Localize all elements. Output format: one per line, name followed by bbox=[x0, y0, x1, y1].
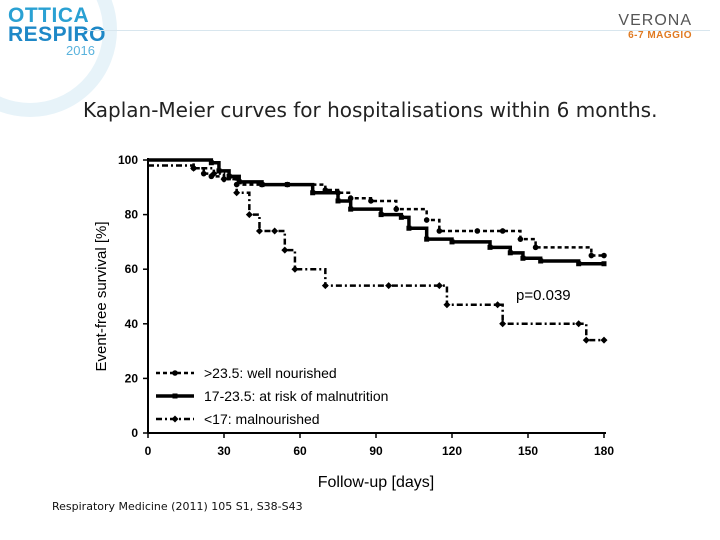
slide-title: Kaplan-Meier curves for hospitalisations… bbox=[83, 98, 658, 122]
series-1-point bbox=[368, 198, 374, 204]
series-1-point bbox=[393, 206, 400, 212]
series-3-point bbox=[220, 175, 228, 183]
series-2-point bbox=[487, 244, 493, 250]
series-3-point bbox=[190, 164, 198, 172]
brand-year: 2016 bbox=[66, 43, 95, 58]
y-tick-label: 60 bbox=[125, 262, 139, 276]
series-2-point bbox=[520, 255, 526, 261]
series-3-point bbox=[575, 320, 583, 328]
series-2-point bbox=[284, 182, 290, 188]
x-axis-label: Follow-up [days] bbox=[318, 474, 435, 491]
series-2-point bbox=[406, 225, 412, 231]
series-2-point bbox=[378, 212, 384, 218]
series-3-point bbox=[499, 320, 507, 328]
venue-city: VERONA bbox=[618, 12, 692, 29]
venue-dates: 6-7 MAGGIO bbox=[628, 30, 692, 41]
series-3-point bbox=[281, 246, 289, 254]
y-tick-label: 0 bbox=[131, 426, 138, 440]
legend-label-1: >23.5: well nourished bbox=[204, 365, 337, 381]
series-1-point bbox=[423, 217, 430, 223]
legend-marker-1 bbox=[172, 370, 178, 376]
series-3-point bbox=[600, 336, 608, 344]
series-2-point bbox=[236, 179, 242, 185]
series-1-point bbox=[474, 228, 481, 234]
series-3-point bbox=[494, 301, 502, 309]
series-3-point bbox=[321, 282, 329, 290]
series-3-point bbox=[582, 336, 590, 344]
p-value-annotation: p=0.039 bbox=[516, 287, 571, 304]
legend-marker-2 bbox=[172, 393, 178, 399]
series-2-point bbox=[216, 168, 222, 174]
legend-marker-3 bbox=[171, 415, 179, 423]
x-tick-label: 0 bbox=[145, 444, 152, 458]
series-3-point bbox=[385, 282, 393, 290]
series-2-point bbox=[601, 261, 607, 267]
series-3-point bbox=[443, 301, 451, 309]
series-2-point bbox=[424, 236, 430, 242]
series-1-point bbox=[499, 228, 506, 234]
brand-line1: OTTICA bbox=[8, 4, 90, 27]
series-3-point bbox=[210, 170, 218, 178]
series-2-point bbox=[507, 250, 513, 256]
series-2-point bbox=[398, 214, 404, 220]
series-3-point bbox=[271, 227, 279, 235]
y-tick-label: 40 bbox=[125, 317, 139, 331]
venue-info: VERONA 6-7 MAGGIO bbox=[618, 12, 692, 41]
series-1-point bbox=[200, 170, 207, 177]
brand-line2: RESPIRO bbox=[8, 23, 107, 46]
y-tick-label: 20 bbox=[125, 371, 139, 385]
series-2-point bbox=[208, 160, 214, 166]
series-2-point bbox=[576, 261, 582, 267]
series-3-point bbox=[255, 227, 263, 235]
header-divider bbox=[80, 30, 710, 31]
citation: Respiratory Medicine (2011) 105 S1, S38-… bbox=[52, 500, 303, 513]
x-tick-label: 60 bbox=[293, 444, 307, 458]
x-tick-label: 120 bbox=[442, 444, 462, 458]
series-3-point bbox=[233, 189, 241, 197]
y-axis-label: Event-free survival [%] bbox=[93, 221, 110, 371]
series-1-point bbox=[436, 228, 443, 234]
series-2-point bbox=[226, 173, 232, 179]
series-line-3 bbox=[148, 164, 604, 342]
series-2-point bbox=[259, 182, 265, 188]
x-tick-label: 90 bbox=[369, 444, 383, 458]
x-tick-label: 150 bbox=[518, 444, 538, 458]
legend-label-3: <17: malnourished bbox=[204, 411, 320, 427]
y-tick-label: 80 bbox=[125, 208, 139, 222]
series-2-point bbox=[348, 206, 354, 212]
brand-logo: OTTICA RESPIRO 2016 bbox=[8, 4, 107, 58]
y-tick-label: 100 bbox=[118, 153, 138, 167]
series-1-point bbox=[532, 244, 539, 251]
x-tick-label: 30 bbox=[217, 444, 231, 458]
series-3-point bbox=[245, 211, 253, 219]
legend-label-2: 17-23.5: at risk of malnutrition bbox=[204, 388, 388, 404]
series-1-point bbox=[517, 236, 524, 242]
series-3-point bbox=[291, 265, 299, 273]
series-3-point bbox=[435, 282, 443, 290]
series-1-point bbox=[601, 252, 607, 259]
series-2-point bbox=[335, 198, 341, 204]
series-2-point bbox=[449, 239, 455, 245]
x-tick-label: 180 bbox=[594, 444, 614, 458]
series-1-point bbox=[588, 252, 595, 259]
series-2-point bbox=[310, 190, 316, 196]
series-2-point bbox=[538, 258, 544, 264]
